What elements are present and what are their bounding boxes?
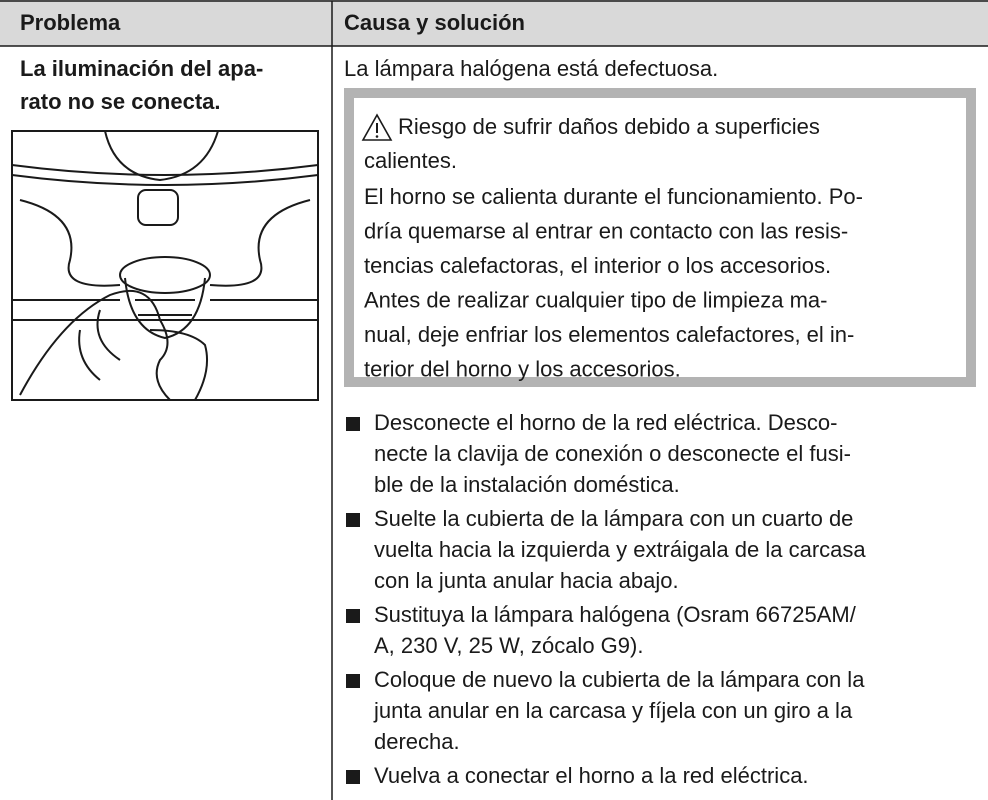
illustration bbox=[11, 130, 319, 401]
step-line: con la junta anular hacia abajo. bbox=[374, 568, 679, 593]
warning-body-line: terior del horno y los accesorios. bbox=[364, 356, 681, 381]
warning-title-line: calientes. bbox=[364, 148, 457, 173]
bullet bbox=[346, 513, 360, 527]
warning-box bbox=[344, 88, 976, 387]
warning-title-line: Riesgo de sufrir daños debido a superfic… bbox=[398, 114, 820, 139]
step-line: A, 230 V, 25 W, zócalo G9). bbox=[374, 633, 643, 658]
warning-body-line: dría quemarse al entrar en contacto con … bbox=[364, 218, 848, 243]
step-line: Vuelva a conectar el horno a la red eléc… bbox=[374, 763, 809, 788]
warning-body-line: El horno se calienta durante el funciona… bbox=[364, 184, 863, 209]
step-line: derecha. bbox=[374, 729, 460, 754]
warning-icon bbox=[361, 113, 393, 141]
header-problem: Problema bbox=[20, 10, 121, 35]
bullet bbox=[346, 770, 360, 784]
step-line: junta anular en la carcasa y fíjela con … bbox=[373, 698, 853, 723]
cause: La lámpara halógena está defectuosa. bbox=[344, 56, 718, 81]
bullet bbox=[346, 674, 360, 688]
header-cause: Causa y solución bbox=[344, 10, 525, 35]
warning-body-line: tencias calefactoras, el interior o los … bbox=[364, 253, 831, 278]
step-line: vuelta hacia la izquierda y extráigala d… bbox=[374, 537, 866, 562]
step-line: Coloque de nuevo la cubierta de la lámpa… bbox=[374, 667, 865, 692]
bullet bbox=[346, 609, 360, 623]
bullet bbox=[346, 417, 360, 431]
problem-line: rato no se conecta. bbox=[20, 89, 221, 114]
problem-line: La iluminación del apa- bbox=[20, 56, 263, 81]
step-line: Desconecte el horno de la red eléctrica.… bbox=[374, 410, 837, 435]
header-bg bbox=[0, 0, 988, 46]
step-line: ble de la instalación doméstica. bbox=[374, 472, 680, 497]
warning-body-line: Antes de realizar cualquier tipo de limp… bbox=[364, 287, 827, 312]
step-line: Sustituya la lámpara halógena (Osram 667… bbox=[374, 602, 857, 627]
step-line: Suelte la cubierta de la lámpara con un … bbox=[374, 506, 853, 531]
warning-body-line: nual, deje enfriar los elementos calefac… bbox=[364, 322, 854, 347]
step-line: necte la clavija de conexión o desconect… bbox=[374, 441, 851, 466]
